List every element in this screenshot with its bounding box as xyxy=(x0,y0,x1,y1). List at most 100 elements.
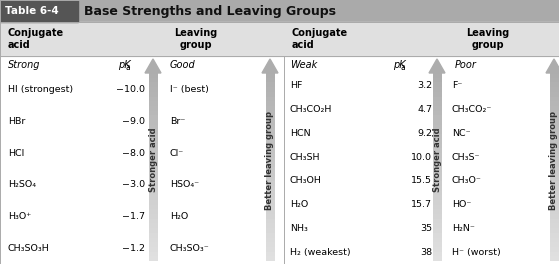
Bar xyxy=(433,96,442,101)
Bar xyxy=(266,124,274,129)
Bar xyxy=(549,251,558,256)
Bar xyxy=(549,214,558,219)
Bar xyxy=(266,115,274,120)
Text: I⁻ (best): I⁻ (best) xyxy=(170,85,209,94)
Bar xyxy=(266,138,274,144)
Bar xyxy=(433,105,442,111)
Bar xyxy=(266,223,274,228)
Bar xyxy=(266,181,274,186)
Bar xyxy=(549,148,558,153)
Text: Cl⁻: Cl⁻ xyxy=(170,149,184,158)
Bar xyxy=(433,143,442,148)
Bar xyxy=(549,129,558,134)
Bar xyxy=(149,195,158,200)
Bar xyxy=(149,152,158,158)
Bar xyxy=(433,232,442,238)
Bar xyxy=(149,242,158,247)
Bar xyxy=(433,148,442,153)
Bar xyxy=(149,228,158,233)
Bar xyxy=(433,162,442,167)
Bar xyxy=(549,115,558,120)
Bar xyxy=(433,185,442,191)
Bar xyxy=(549,218,558,223)
Bar xyxy=(0,0,78,22)
Text: HI (strongest): HI (strongest) xyxy=(8,85,73,94)
Bar xyxy=(266,101,274,106)
Bar xyxy=(149,214,158,219)
Bar xyxy=(149,91,158,97)
Bar xyxy=(149,167,158,172)
Bar xyxy=(149,162,158,167)
Bar xyxy=(433,138,442,144)
Text: pK: pK xyxy=(118,60,131,70)
Text: CH₃O⁻: CH₃O⁻ xyxy=(452,176,482,185)
Bar xyxy=(266,171,274,176)
Bar xyxy=(266,190,274,195)
Bar xyxy=(149,223,158,228)
Bar xyxy=(266,256,274,261)
Bar xyxy=(149,101,158,106)
Bar xyxy=(549,91,558,97)
Bar xyxy=(433,214,442,219)
Bar xyxy=(549,138,558,144)
Text: 15.5: 15.5 xyxy=(411,176,432,185)
Bar xyxy=(266,167,274,172)
Bar xyxy=(266,110,274,115)
Text: −8.0: −8.0 xyxy=(122,149,145,158)
Text: CH₃SH: CH₃SH xyxy=(290,153,320,162)
Bar xyxy=(0,22,559,56)
Text: H₃O⁺: H₃O⁺ xyxy=(8,212,31,221)
Bar xyxy=(549,124,558,129)
Text: CH₃OH: CH₃OH xyxy=(290,176,322,185)
Bar xyxy=(433,152,442,158)
Bar xyxy=(433,209,442,214)
Bar xyxy=(549,176,558,181)
Bar xyxy=(549,195,558,200)
Bar xyxy=(266,195,274,200)
Text: H₂O: H₂O xyxy=(290,200,308,209)
Text: HF: HF xyxy=(290,81,302,90)
Bar xyxy=(433,228,442,233)
Bar xyxy=(549,228,558,233)
Bar xyxy=(433,157,442,162)
Bar xyxy=(266,242,274,247)
Bar xyxy=(433,256,442,261)
Bar xyxy=(549,199,558,205)
Bar xyxy=(433,171,442,176)
Bar xyxy=(266,77,274,82)
Bar xyxy=(266,157,274,162)
Text: NH₃: NH₃ xyxy=(290,224,308,233)
Bar xyxy=(549,162,558,167)
Bar xyxy=(433,101,442,106)
Text: Stronger acid: Stronger acid xyxy=(149,128,158,192)
Bar xyxy=(433,82,442,87)
Bar xyxy=(433,223,442,228)
Bar xyxy=(549,167,558,172)
Bar xyxy=(266,228,274,233)
Text: Weak: Weak xyxy=(290,60,318,70)
Text: Conjugate
acid: Conjugate acid xyxy=(8,28,64,50)
Text: Br⁻: Br⁻ xyxy=(170,117,186,126)
Text: CH₃SO₃⁻: CH₃SO₃⁻ xyxy=(170,244,210,253)
Bar xyxy=(149,237,158,242)
Bar xyxy=(433,218,442,223)
Bar xyxy=(433,87,442,92)
Bar xyxy=(149,232,158,238)
Text: a: a xyxy=(400,63,405,72)
Bar xyxy=(149,181,158,186)
Text: 9.2: 9.2 xyxy=(417,129,432,138)
Bar xyxy=(549,143,558,148)
Bar xyxy=(149,129,158,134)
Text: CH₃CO₂⁻: CH₃CO₂⁻ xyxy=(452,105,492,114)
Bar xyxy=(549,232,558,238)
Text: Strong: Strong xyxy=(8,60,40,70)
Text: H₂O: H₂O xyxy=(170,212,188,221)
Bar xyxy=(549,190,558,195)
Polygon shape xyxy=(262,59,278,73)
Bar xyxy=(266,251,274,256)
Bar xyxy=(549,223,558,228)
Bar xyxy=(149,148,158,153)
Bar xyxy=(549,256,558,261)
Bar xyxy=(149,134,158,139)
Text: HCl: HCl xyxy=(8,149,24,158)
